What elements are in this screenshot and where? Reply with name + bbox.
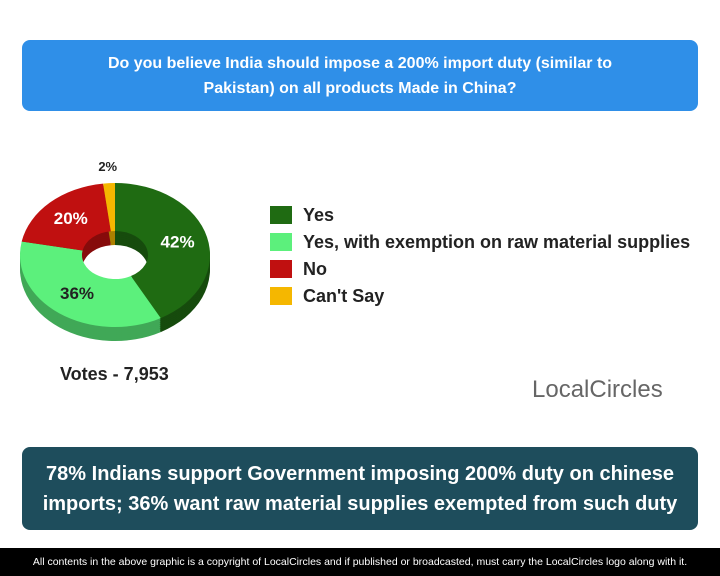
legend-swatch [270, 206, 292, 224]
data-label: 42% [161, 232, 195, 251]
pie-slice [103, 183, 115, 232]
legend-label: No [303, 259, 327, 279]
votes-count: Votes - 7,953 [60, 364, 169, 384]
data-label: 36% [60, 284, 94, 303]
legend-swatch [270, 287, 292, 305]
pie-slice [115, 183, 211, 319]
pie-slice [21, 183, 111, 251]
logo: LocalCircles [532, 376, 663, 403]
data-label: 20% [54, 209, 88, 228]
legend-label: Yes, with exemption on raw material supp… [303, 232, 690, 252]
footer: All contents in the above graphic is a c… [0, 548, 720, 576]
legend-label: Can't Say [303, 286, 384, 306]
chart: 42% 36% 20% 2% Yes Yes, with exemption on raw… [19, 159, 690, 341]
pie-slice [19, 241, 161, 327]
data-label: 2% [98, 159, 117, 174]
question-banner: Do you believe India should impose a 200… [22, 40, 698, 111]
legend-label: Yes [303, 205, 334, 225]
legend-swatch [270, 233, 292, 251]
legend-swatch [270, 260, 292, 278]
summary-banner: 78% Indians support Government imposing … [22, 447, 698, 530]
